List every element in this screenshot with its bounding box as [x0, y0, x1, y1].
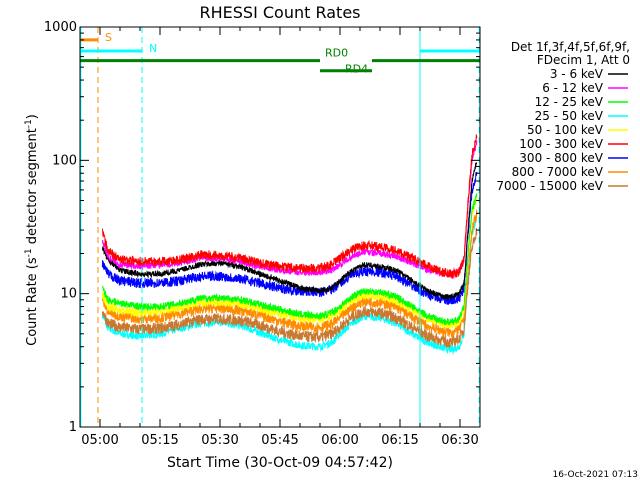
- attenuator-label-0: S: [105, 31, 112, 44]
- legend-label-1: 6 - 12 keV: [542, 81, 604, 95]
- legend-header-line-2: FDecim 1, Att 0: [537, 53, 630, 67]
- y-axis-title: Count Rate (s-1 detector segment-1): [24, 114, 40, 346]
- series-line-3: [101, 212, 478, 355]
- y-axis-title-main: Count Rate (s: [25, 257, 40, 346]
- chart-title: RHESSI Count Rates: [200, 3, 361, 22]
- legend-label-2: 12 - 25 keV: [535, 95, 604, 109]
- x-tick-label-5: 06:15: [381, 433, 418, 448]
- legend: Det 1f,3f,4f,5f,6f,9f, FDecim 1, Att 0 3…: [496, 40, 630, 193]
- x-tick-label-3: 05:45: [261, 433, 298, 448]
- legend-label-5: 100 - 300 keV: [519, 137, 603, 151]
- axes-layer: 05:00 05:15 05:30 05:45 06:00 06:15 06:30 1 10 10…: [44, 20, 481, 448]
- x-tick-label-0: 05:00: [81, 433, 118, 448]
- series-layer: [101, 134, 478, 355]
- legend-label-6: 300 - 800 keV: [519, 151, 603, 165]
- y-axis-title-sup1: -1: [24, 248, 34, 257]
- x-tick-label-6: 06:30: [441, 433, 478, 448]
- y-tick-label-3: 1000: [44, 20, 77, 35]
- legend-header-line-1: Det 1f,3f,4f,5f,6f,9f,: [511, 40, 630, 54]
- series-line-5: [101, 134, 478, 279]
- legend-label-4: 50 - 100 keV: [527, 123, 604, 137]
- x-axis-title: Start Time (30-Oct-09 04:57:42): [167, 455, 393, 471]
- x-tick-label-1: 05:15: [141, 433, 178, 448]
- footer-date: 16-Oct-2021 07:13: [553, 470, 638, 480]
- series-line-2: [101, 193, 478, 326]
- legend-label-3: 25 - 50 keV: [535, 109, 604, 123]
- series-line-8: [101, 227, 478, 349]
- y-tick-label-0: 1: [69, 420, 77, 435]
- decimation-label-1: RD4: [345, 63, 368, 76]
- y-axis-title-mid: detector segment: [25, 128, 40, 248]
- vertical-markers-layer: [80, 27, 480, 427]
- series-line-6: [101, 171, 478, 305]
- y-tick-label-2: 100: [52, 153, 77, 168]
- y-tick-label-1: 10: [60, 287, 77, 302]
- y-axis-title-sup2: -1: [24, 119, 34, 128]
- x-tick-label-2: 05:30: [201, 433, 238, 448]
- attenuator-label-1: N: [149, 42, 157, 55]
- series-line-7: [101, 209, 478, 338]
- series-line-1: [101, 140, 478, 278]
- x-tick-label-4: 06:00: [321, 433, 358, 448]
- legend-label-8: 7000 - 15000 keV: [496, 179, 603, 193]
- decimation-label-0: RD0: [325, 47, 348, 60]
- legend-label-7: 800 - 7000 keV: [512, 165, 604, 179]
- y-axis-title-end: ): [25, 114, 40, 119]
- series-line-0: [101, 162, 478, 300]
- legend-label-0: 3 - 6 keV: [550, 67, 604, 81]
